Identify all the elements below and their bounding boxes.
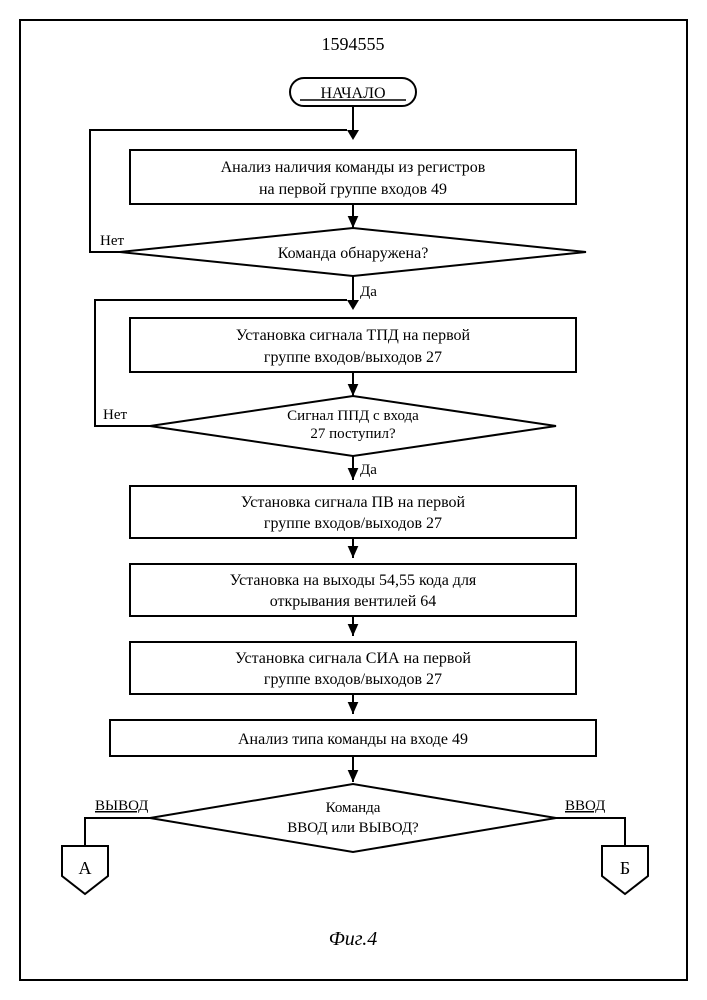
svg-text:Сигнал ППД с входа: Сигнал ППД с входа xyxy=(287,408,419,424)
svg-text:ВВОД или ВЫВОД?: ВВОД или ВЫВОД? xyxy=(287,820,419,836)
process-analyze-command: Анализ наличия команды из регистров на п… xyxy=(130,150,576,204)
connector-b: Б xyxy=(602,846,648,894)
decision2-no-label: Нет xyxy=(103,407,127,423)
decision1-no-label: Нет xyxy=(100,233,124,249)
svg-text:Б: Б xyxy=(620,858,630,878)
connector-a: А xyxy=(62,846,108,894)
decision2-yes-label: Да xyxy=(360,462,377,478)
decision-ppd-received: Сигнал ППД с входа 27 поступил? xyxy=(150,396,556,456)
merge-arrowhead xyxy=(347,130,359,140)
figure-label: Фиг.4 xyxy=(329,928,378,950)
decision3-input-label: ВВОД xyxy=(565,798,605,814)
start-terminator: НАЧАЛО xyxy=(290,78,416,106)
svg-text:НАЧАЛО: НАЧАЛО xyxy=(320,85,385,102)
svg-text:Установка на выходы 54,55 кода: Установка на выходы 54,55 кода для xyxy=(230,572,477,589)
merge-arrowhead2 xyxy=(347,300,359,310)
process-set-sia: Установка сигнала СИА на первой группе в… xyxy=(130,642,576,694)
svg-text:группе входов/выходов 27: группе входов/выходов 27 xyxy=(264,515,442,532)
svg-text:группе входов/выходов 27: группе входов/выходов 27 xyxy=(264,349,442,366)
svg-text:Команда обнаружена?: Команда обнаружена? xyxy=(278,245,429,262)
svg-text:Установка сигнала СИА на перво: Установка сигнала СИА на первой xyxy=(235,650,471,667)
svg-text:на первой группе входов 49: на первой группе входов 49 xyxy=(259,181,447,198)
svg-text:27 поступил?: 27 поступил? xyxy=(310,426,396,442)
decision-command-found: Команда обнаружена? xyxy=(120,228,586,276)
process-set-code-5455: Установка на выходы 54,55 кода для откры… xyxy=(130,564,576,616)
svg-text:открывания вентилей 64: открывания вентилей 64 xyxy=(270,593,437,610)
svg-text:Анализ наличия команды из реги: Анализ наличия команды из регистров xyxy=(221,159,486,176)
decision-input-or-output: Команда ВВОД или ВЫВОД? xyxy=(150,784,556,852)
svg-text:группе входов/выходов 27: группе входов/выходов 27 xyxy=(264,671,442,688)
process-set-tpd: Установка сигнала ТПД на первой группе в… xyxy=(130,318,576,372)
svg-text:А: А xyxy=(79,858,92,878)
svg-text:Установка сигнала ТПД на перво: Установка сигнала ТПД на первой xyxy=(236,327,471,344)
process-set-pv: Установка сигнала ПВ на первой группе вх… xyxy=(130,486,576,538)
branch-input xyxy=(556,818,625,846)
decision1-yes-label: Да xyxy=(360,284,377,300)
process-analyze-type: Анализ типа команды на входе 49 xyxy=(110,720,596,756)
svg-text:Анализ типа команды на входе 4: Анализ типа команды на входе 49 xyxy=(238,731,468,748)
branch-output xyxy=(85,818,150,846)
svg-text:Установка сигнала ПВ на первой: Установка сигнала ПВ на первой xyxy=(241,494,466,511)
svg-text:Команда: Команда xyxy=(326,800,381,816)
decision3-output-label: ВЫВОД xyxy=(95,798,148,814)
doc-number: 1594555 xyxy=(322,34,385,54)
